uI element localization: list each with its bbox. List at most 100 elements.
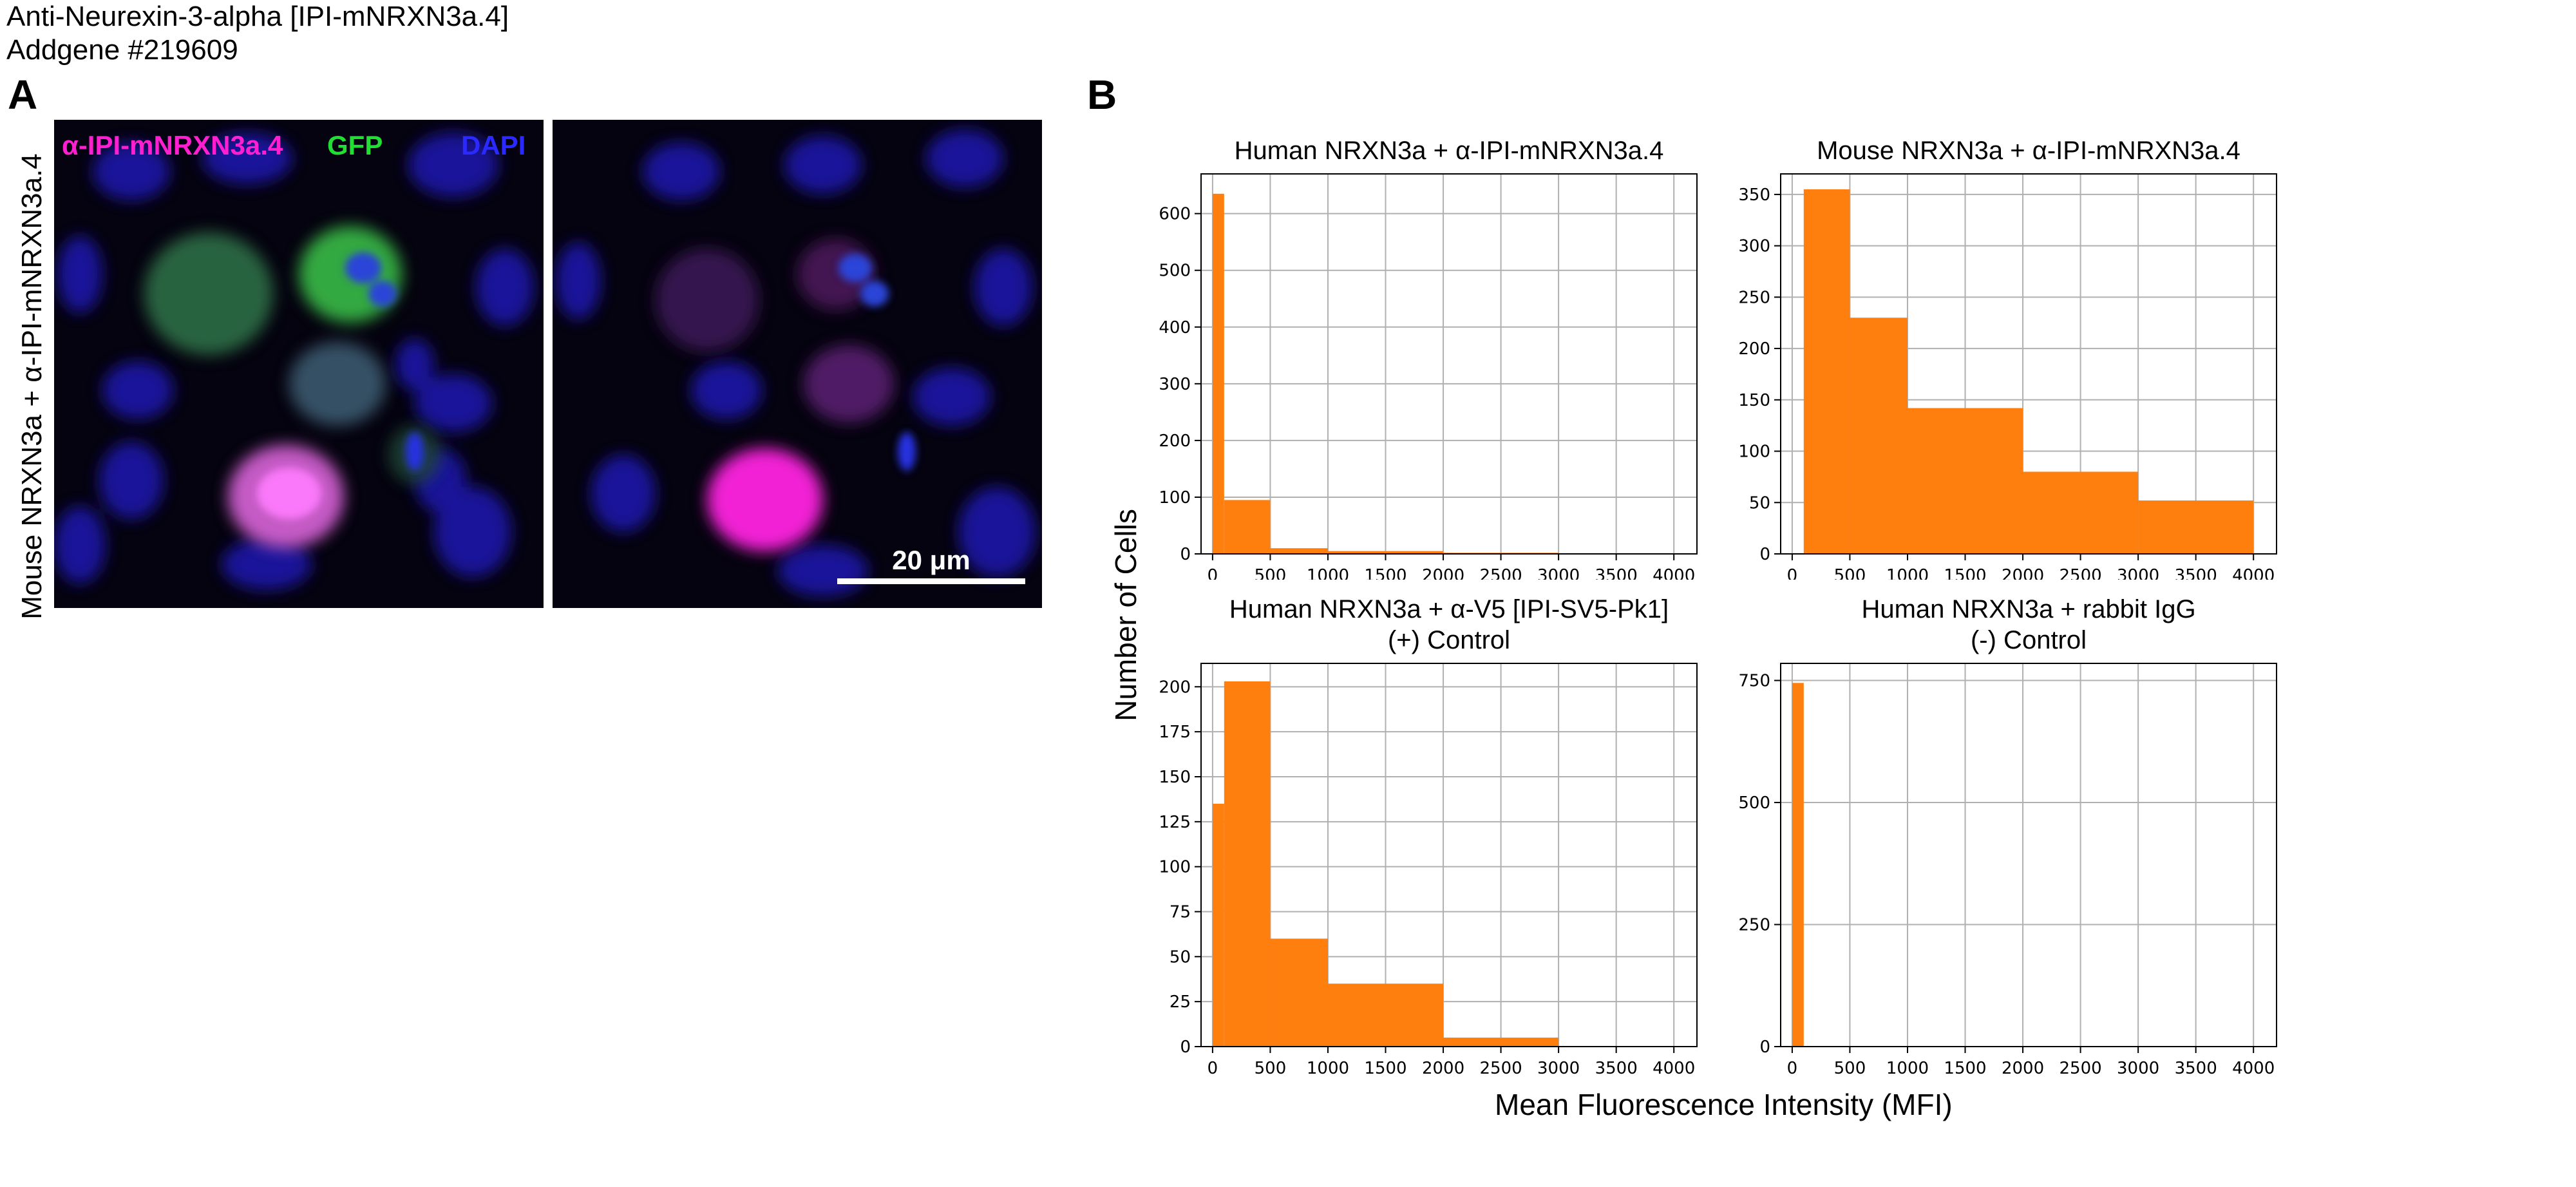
- histogram-title: Human NRXN3a + α-V5 [IPI-SV5-Pk1] (+) Con…: [1201, 594, 1697, 656]
- histogram-bar: [2138, 500, 2254, 554]
- addgene-id: Addgene #219609: [6, 34, 238, 66]
- x-tick-label: 2500: [2059, 1059, 2101, 1078]
- histogram-title: Mouse NRXN3a + α-IPI-mNRXN3a.4: [1781, 135, 2277, 166]
- x-tick-label: 500: [1834, 1059, 1866, 1078]
- histogram-bar: [1327, 983, 1444, 1047]
- x-tick-label: 3000: [1537, 1059, 1580, 1078]
- x-tick-label: 1500: [1944, 566, 1986, 580]
- x-tick-label: 0: [1208, 566, 1218, 580]
- y-tick-label: 200: [1159, 678, 1191, 697]
- x-tick-label: 2500: [2059, 566, 2101, 580]
- y-tick-label: 0: [1759, 545, 1770, 564]
- histogram-human-igg-control: 0 500 1000 1500 2000 2500 3000 3500 4000 0 250 500 7…: [1707, 589, 2286, 1085]
- x-tick-label: 4000: [2232, 566, 2275, 580]
- y-tick-label: 100: [1738, 442, 1770, 462]
- x-tick-label: 2000: [2002, 1059, 2044, 1078]
- y-tick-label: 25: [1170, 992, 1191, 1012]
- x-tick-label: 0: [1208, 1059, 1218, 1078]
- y-tick-label: 175: [1159, 723, 1191, 742]
- histogram-human-ipi: 0 500 1000 1500 2000 2500 3000 3500 4000 0 100 200 3…: [1127, 129, 1707, 585]
- histogram-bar: [1270, 548, 1328, 554]
- y-tick-label: 300: [1738, 237, 1770, 256]
- y-tick-label: 200: [1159, 432, 1191, 451]
- histogram-title-line: (-) Control: [1970, 626, 2087, 654]
- x-tick-label: 2000: [2002, 566, 2044, 580]
- axes-frame: [1200, 173, 1698, 555]
- x-tick-label: 2000: [1422, 566, 1464, 580]
- y-tick-label: 200: [1738, 339, 1770, 359]
- histogram-bar: [1443, 1038, 1559, 1047]
- histogram-title-line: Mouse NRXN3a + α-IPI-mNRXN3a.4: [1817, 137, 2240, 165]
- channel-label-gfp: GFP: [327, 130, 383, 160]
- x-tick-label: 1000: [1886, 566, 1929, 580]
- histogram-svg: 0 500 1000 1500 2000 2500 3000 3500 4000 0 25 50 75 1…: [1159, 663, 1698, 1078]
- histogram-bar: [1212, 803, 1224, 1047]
- panel-a-letter: A: [8, 71, 38, 118]
- x-tick-label: 500: [1255, 566, 1287, 580]
- x-tick-label: 3500: [2175, 566, 2217, 580]
- histogram-title-line: (+) Control: [1387, 626, 1511, 654]
- y-tick-label: 250: [1738, 288, 1770, 307]
- y-tick-label: 0: [1180, 1038, 1191, 1057]
- x-tick-label: 4000: [2232, 1059, 2275, 1078]
- channel-label-antibody: α-IPI-mNRXN3a.4: [62, 130, 283, 160]
- x-tick-label: 3500: [1595, 566, 1638, 580]
- x-tick-label: 3500: [1595, 1059, 1638, 1078]
- histogram-title-line: Human NRXN3a + rabbit IgG: [1861, 595, 2196, 623]
- histogram-bar: [1907, 408, 2023, 554]
- x-tick-label: 1000: [1886, 1059, 1929, 1078]
- axes-frame: [1780, 173, 2277, 555]
- micrograph-antibody-dapi: [553, 120, 1042, 608]
- y-tick-label: 100: [1159, 858, 1191, 877]
- y-tick-label: 350: [1738, 185, 1770, 205]
- y-tick-label: 0: [1180, 545, 1191, 564]
- x-tick-label: 3000: [2117, 1059, 2159, 1078]
- x-tick-label: 2500: [1479, 566, 1522, 580]
- histogram-title: Human NRXN3a + α-IPI-mNRXN3a.4: [1201, 135, 1697, 166]
- histogram-bar: [1270, 938, 1328, 1047]
- micrograph-merged: α-IPI-mNRXN3a.4 GFP DAPI: [54, 120, 544, 608]
- histogram-bar: [1803, 189, 1850, 554]
- x-tick-label: 1500: [1944, 1059, 1986, 1078]
- y-tick-label: 400: [1159, 318, 1191, 337]
- x-tick-label: 3000: [1537, 566, 1580, 580]
- histogram-human-v5-control: 0 500 1000 1500 2000 2500 3000 3500 4000 0 25 50 75 1…: [1127, 589, 1707, 1085]
- x-tick-label: 0: [1787, 566, 1798, 580]
- y-tick-label: 100: [1159, 488, 1191, 508]
- x-axis-label: Mean Fluorescence Intensity (MFI): [1495, 1088, 1953, 1121]
- x-tick-label: 1000: [1307, 1059, 1349, 1078]
- histogram-bar: [1792, 683, 1804, 1047]
- histogram-bar: [1327, 551, 1444, 554]
- scale-bar-label: 20 μm: [892, 545, 971, 575]
- channel-label-dapi: DAPI: [461, 130, 526, 160]
- histogram-title-line: Human NRXN3a + α-IPI-mNRXN3a.4: [1234, 137, 1664, 165]
- y-tick-label: 125: [1159, 813, 1191, 832]
- x-tick-label: 2000: [1422, 1059, 1464, 1078]
- y-tick-label: 75: [1170, 902, 1191, 922]
- histogram-svg: 0 500 1000 1500 2000 2500 3000 3500 4000 0 100 200 3…: [1159, 173, 1698, 585]
- x-tick-label: 500: [1834, 566, 1866, 580]
- panel-a-row-label: Mouse NRXN3a + α-IPI-mNRXN3a.4: [16, 153, 48, 620]
- y-tick-label: 150: [1159, 768, 1191, 787]
- y-tick-label: 150: [1738, 391, 1770, 410]
- histogram-bar: [1224, 681, 1271, 1047]
- panel-b-letter: B: [1087, 71, 1117, 118]
- x-tick-label: 1000: [1307, 566, 1349, 580]
- x-tick-label: 500: [1255, 1059, 1287, 1078]
- x-tick-label: 4000: [1653, 1059, 1695, 1078]
- y-tick-label: 600: [1159, 205, 1191, 224]
- axes-frame: [1200, 663, 1698, 1047]
- histogram-title-line: Human NRXN3a + α-V5 [IPI-SV5-Pk1]: [1229, 595, 1669, 623]
- axes-frame: [1780, 663, 2277, 1047]
- x-tick-label: 0: [1787, 1059, 1798, 1078]
- y-tick-label: 500: [1738, 793, 1770, 813]
- y-tick-label: 750: [1738, 672, 1770, 691]
- scale-bar: [837, 578, 1025, 584]
- figure-title: Anti-Neurexin-3-alpha [IPI-mNRXN3a.4]: [6, 1, 509, 32]
- x-tick-label: 3000: [2117, 566, 2159, 580]
- histogram-title: Human NRXN3a + rabbit IgG (-) Control: [1781, 594, 2277, 656]
- histogram-bar: [1224, 500, 1271, 554]
- x-tick-label: 3500: [2175, 1059, 2217, 1078]
- x-tick-label: 1500: [1364, 1059, 1406, 1078]
- histogram-mouse-ipi: 0 500 1000 1500 2000 2500 3000 3500 4000 0 50 100 15…: [1707, 129, 2286, 585]
